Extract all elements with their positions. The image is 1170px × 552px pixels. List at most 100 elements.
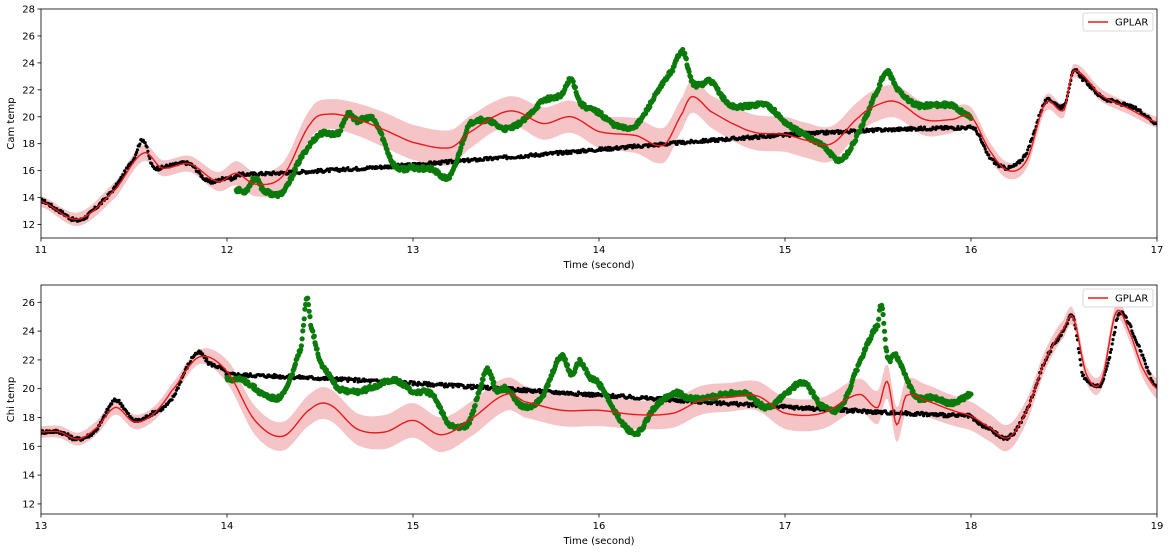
y-axis-label: Chi temp: [6, 377, 17, 422]
missing-point: [562, 356, 569, 362]
observed-point: [121, 404, 125, 408]
observed-point: [615, 145, 619, 149]
observed-point: [1109, 347, 1113, 352]
observed-point: [983, 147, 987, 151]
observed-point: [146, 149, 150, 153]
observed-point: [1113, 330, 1117, 334]
missing-point: [876, 316, 882, 322]
observed-point: [1059, 107, 1063, 111]
missing-point: [570, 78, 576, 85]
observed-point: [1077, 351, 1081, 355]
observed-point: [850, 407, 854, 411]
missing-point: [305, 302, 312, 308]
missing-point: [314, 346, 320, 352]
observed-point: [126, 412, 130, 416]
missing-point: [302, 306, 308, 312]
observed-point: [1081, 373, 1086, 377]
observed-point: [991, 158, 995, 162]
observed-point: [174, 388, 179, 392]
observed-point: [125, 166, 130, 170]
missing-point: [635, 431, 641, 437]
missing-point: [298, 347, 304, 353]
observed-point: [1137, 344, 1141, 348]
missing-point: [466, 420, 473, 426]
observed-point: [1111, 338, 1115, 342]
y-tick-label: 24: [22, 327, 35, 338]
x-tick-label: 15: [407, 521, 420, 532]
observed-point: [1134, 105, 1138, 109]
observed-point: [979, 137, 983, 142]
missing-point: [848, 145, 854, 151]
observed-point: [1098, 385, 1102, 389]
legend-box: [1082, 12, 1154, 32]
missing-point: [305, 295, 311, 301]
missing-point: [854, 367, 860, 373]
observed-point: [1026, 148, 1030, 152]
observed-point: [1145, 365, 1149, 369]
observed-point: [1110, 342, 1114, 346]
missing-point: [682, 50, 688, 57]
missing-point: [715, 86, 721, 92]
missing-point: [877, 82, 883, 88]
missing-point: [848, 383, 854, 389]
missing-point: [291, 171, 297, 177]
observed-point: [675, 142, 679, 146]
confidence-band: [41, 301, 1157, 453]
observed-point: [985, 150, 989, 154]
x-axis-label: Time (second): [562, 260, 634, 271]
x-tick-label: 11: [35, 245, 48, 256]
observed-point: [176, 386, 180, 390]
observed-point: [682, 400, 686, 404]
observed-point: [874, 411, 878, 415]
observed-point: [576, 393, 580, 397]
observed-point: [978, 134, 982, 138]
missing-point: [810, 389, 816, 395]
observed-point: [1080, 370, 1084, 374]
observed-point: [346, 166, 350, 170]
observed-point: [537, 387, 542, 392]
observed-point: [1105, 364, 1109, 368]
observed-point: [1076, 347, 1080, 351]
observed-point: [1143, 362, 1148, 366]
observed-point: [524, 390, 529, 394]
observed-point: [1112, 333, 1116, 337]
observed-point: [138, 142, 142, 146]
missing-point: [311, 333, 317, 339]
missing-point: [458, 145, 464, 151]
observed-point: [198, 172, 202, 176]
x-tick-label: 14: [221, 521, 234, 532]
observed-point: [1057, 337, 1061, 341]
observed-point: [110, 402, 114, 406]
observed-point: [143, 141, 147, 145]
y-tick-label: 18: [22, 413, 35, 424]
observed-point: [437, 160, 441, 164]
x-tick-label: 17: [779, 521, 792, 532]
observed-point: [1129, 324, 1133, 329]
missing-point: [459, 141, 465, 147]
y-tick-label: 22: [22, 85, 35, 96]
y-tick-label: 18: [22, 139, 35, 150]
missing-point: [301, 316, 307, 322]
missing-point: [471, 408, 477, 414]
plot-area: [41, 295, 1157, 453]
observed-point: [161, 407, 165, 411]
missing-point: [292, 166, 298, 173]
observed-point: [1079, 363, 1083, 367]
missing-point: [535, 104, 541, 110]
observed-point: [200, 174, 204, 178]
observed-point: [956, 125, 960, 129]
x-tick-label: 18: [965, 521, 978, 532]
legend-label: GPLAR: [1115, 294, 1148, 305]
y-tick-label: 12: [22, 499, 35, 510]
observed-point: [1114, 325, 1118, 329]
observed-point: [327, 170, 331, 174]
x-tick-label: 12: [221, 245, 234, 256]
observed-point: [1143, 358, 1147, 362]
missing-point: [300, 322, 307, 328]
missing-point: [565, 80, 571, 86]
observed-point: [1141, 353, 1145, 357]
observed-point: [466, 157, 470, 161]
missing-point: [298, 343, 304, 349]
missing-point: [306, 308, 312, 314]
